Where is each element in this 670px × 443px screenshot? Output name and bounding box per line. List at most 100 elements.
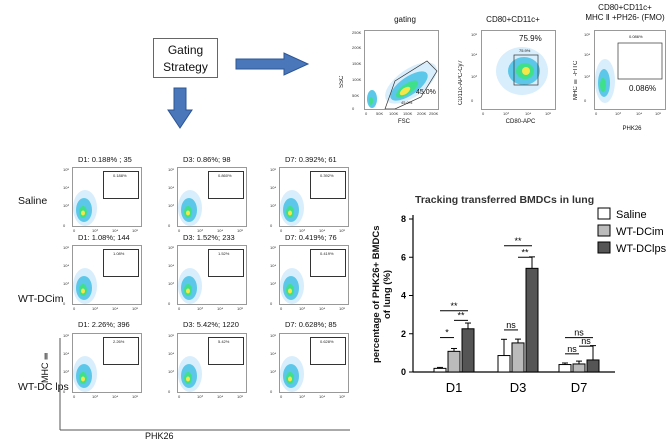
- gate-pct: 5.42%: [218, 339, 230, 344]
- density-plot: [73, 190, 97, 226]
- gating-panel-3-yticks: 10⁵ 10⁴ 10³ 0: [584, 30, 594, 110]
- y-tick-label: 4: [401, 291, 406, 301]
- tick: 10⁴: [584, 52, 591, 57]
- gate-rectangle: [310, 171, 346, 199]
- density-plot: [280, 356, 304, 392]
- gate-pct: 0.188%: [113, 173, 127, 178]
- tick: 10⁵: [132, 228, 139, 233]
- tick: 0: [178, 394, 181, 399]
- tick: 10⁵: [237, 306, 244, 311]
- y-tick-label: 2: [401, 329, 406, 339]
- gating-panel-1-title: gating: [394, 15, 416, 24]
- gating-panel-1-xticks: 0 50K 100K 150K 200K 250K: [364, 111, 439, 117]
- tick: 10³: [270, 203, 276, 208]
- flow-plot: 0.628%: [279, 333, 349, 393]
- tick: 10³: [270, 281, 276, 286]
- legend-label: WT-DCim: [616, 226, 664, 238]
- gating-panel-2-pct-small: 75.9%: [519, 48, 531, 53]
- x-tick-label: D7: [571, 380, 588, 395]
- x-tick-label: D1: [446, 380, 463, 395]
- tick: 10³: [503, 111, 509, 116]
- grid-cell-yticks: 10⁵ 10⁴ 10³ 0: [270, 245, 278, 309]
- tick: 0: [63, 389, 66, 394]
- gating-panel-3: MHC Ⅱ -FITC 10⁵ 10⁴ 10³ 0 0.086% 0.086% …: [572, 30, 667, 132]
- tick: 10⁴: [217, 228, 224, 233]
- tick: 10⁵: [584, 32, 591, 37]
- gating-panel-2-yticks: 10⁵ 10⁴ 10³ 0: [471, 30, 481, 110]
- tick: 10⁵: [63, 333, 70, 338]
- significance-label: **: [514, 236, 522, 246]
- gate-rectangle: [103, 337, 139, 365]
- gate-rectangle: [208, 249, 244, 277]
- tick: 0: [365, 111, 368, 116]
- gating-panel-1: SSC 250K 200K 150K 100K 50K 0 45.0% 45.0…: [339, 30, 439, 130]
- density-plot: [73, 356, 97, 392]
- gate-rectangle: [103, 249, 139, 277]
- tick: 10⁴: [319, 228, 326, 233]
- tick: 0: [595, 111, 598, 116]
- gate-pct: 2.26%: [113, 339, 125, 344]
- bar: [572, 363, 586, 373]
- gating-panel-2-title: CD80+CD11c+: [486, 15, 540, 24]
- gate-rectangle: [208, 171, 244, 199]
- tick: 100K: [389, 111, 399, 116]
- grid-cell-title: D1: 2.26%; 396: [78, 320, 130, 329]
- significance-label: ns: [567, 344, 577, 354]
- grid-cell-yticks: 10⁵ 10⁴ 10³ 0: [168, 333, 176, 397]
- tick: 10⁴: [319, 306, 326, 311]
- x-tick-label: D3: [510, 380, 527, 395]
- density-plot: [280, 190, 304, 226]
- gating-panel-2: CD11c-APC-Cy7 10⁵ 10⁴ 10³ 0 75.9% 75.9% …: [458, 30, 556, 130]
- flow-plot: 0.392%: [279, 167, 349, 227]
- y-tick-label: 8: [401, 214, 406, 224]
- tick: 0: [73, 394, 76, 399]
- significance-label: ns: [574, 328, 584, 338]
- gating-panel-1-xlabel: FSC: [398, 119, 410, 125]
- significance-label: **: [457, 310, 465, 320]
- gate-pct: 1.08%: [113, 251, 125, 256]
- gating-panel-3-xticks: 0 10³ 10⁴ 10⁵: [594, 111, 666, 117]
- flow-plot: 0.188%: [72, 167, 142, 227]
- tick: 10³: [471, 74, 477, 79]
- gating-panel-3-title: CD80+CD11c+ MHC Ⅱ +PH26- (FMO): [583, 3, 667, 23]
- tick: 0: [178, 306, 181, 311]
- tick: 10⁵: [270, 333, 277, 338]
- grid-cell-yticks: 10⁵ 10⁴ 10³ 0: [63, 167, 71, 231]
- tick: 10⁴: [636, 111, 643, 116]
- tick: 10⁴: [112, 228, 119, 233]
- tick: 10⁵: [339, 228, 346, 233]
- tick: 10⁴: [217, 394, 224, 399]
- tick: 150K: [403, 111, 413, 116]
- flow-plot: 1.52%: [177, 245, 247, 305]
- density-plot: [367, 60, 438, 109]
- tick: 10³: [168, 281, 174, 286]
- grid-cell-xticks: 0 10³ 10⁴ 10⁵: [177, 394, 247, 399]
- density-plot: [280, 268, 304, 304]
- grid-cell-yticks: 10⁵ 10⁴ 10³ 0: [63, 245, 71, 309]
- tick: 10⁵: [168, 333, 175, 338]
- tick: 0: [280, 306, 283, 311]
- grid-cell-title: D7: 0.419%; 76: [285, 233, 337, 242]
- tick: 10⁴: [112, 306, 119, 311]
- legend-label: WT-DClps: [616, 243, 667, 255]
- tick: 10⁵: [270, 245, 277, 250]
- row-label-saline: Saline: [18, 195, 48, 207]
- significance-label: *: [445, 328, 449, 338]
- gate-rectangle: [310, 337, 346, 365]
- flow-plot: 5.42%: [177, 333, 247, 393]
- significance-label: **: [521, 247, 529, 257]
- grid-cell-xticks: 0 10³ 10⁴ 10⁵: [72, 228, 142, 233]
- gate-rectangle: [103, 171, 139, 199]
- grid-cell-title: D7: 0.392%; 61: [285, 155, 337, 164]
- tick: 10⁵: [471, 32, 478, 37]
- gate-rectangle: [208, 337, 244, 365]
- gating-panel-3-title-line2: MHC Ⅱ +PH26- (FMO): [585, 13, 665, 22]
- tick: 10⁴: [525, 111, 532, 116]
- bar: [586, 359, 600, 373]
- tick: 10⁴: [319, 394, 326, 399]
- gate-pct: 0.628%: [320, 339, 334, 344]
- tick: 200K: [352, 45, 362, 50]
- grid-cell-xticks: 0 10³ 10⁴ 10⁵: [72, 306, 142, 311]
- bar: [461, 328, 475, 373]
